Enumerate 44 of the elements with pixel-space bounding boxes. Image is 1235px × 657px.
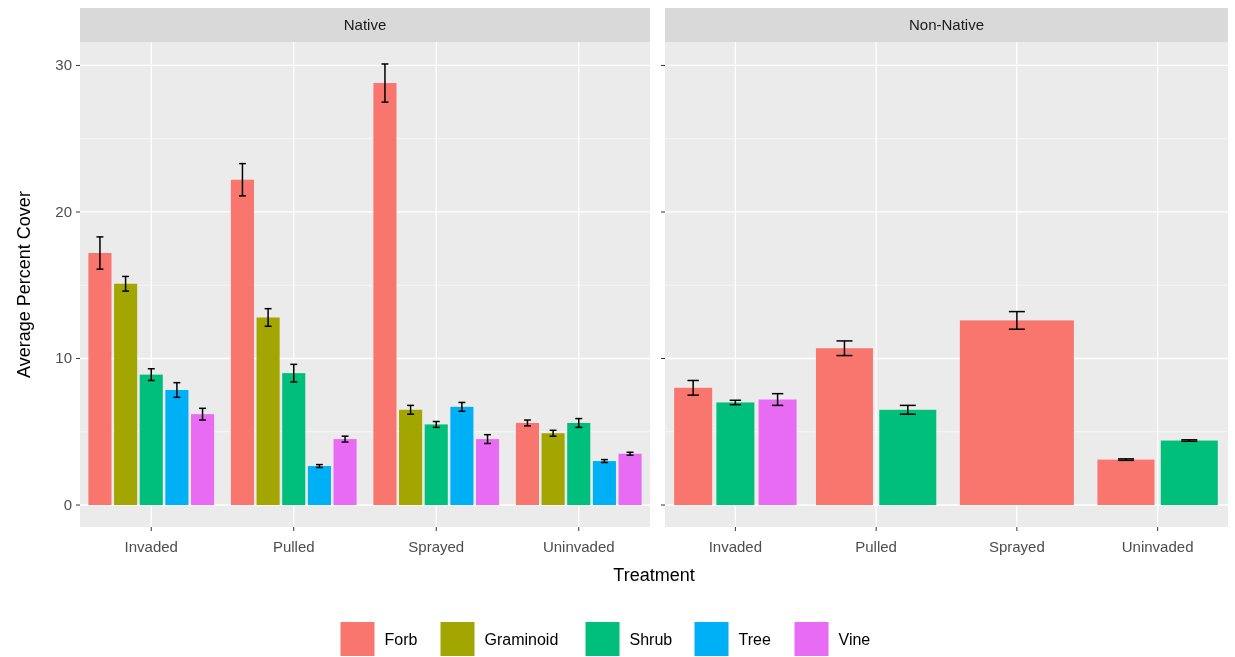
legend-label: Tree xyxy=(738,631,771,648)
bar xyxy=(515,422,539,506)
chart-title: Native xyxy=(343,16,387,33)
legend-label: Graminoid xyxy=(484,631,559,648)
y-axis-title: Average Percent Cover xyxy=(14,191,34,378)
x-tick-label: Uninvaded xyxy=(542,538,615,555)
bar xyxy=(567,422,591,506)
bar xyxy=(815,348,873,506)
x-tick-label: Pulled xyxy=(855,538,897,555)
bar xyxy=(165,390,189,506)
x-tick-label: Invaded xyxy=(124,538,178,555)
legend-label: Shrub xyxy=(629,631,673,648)
y-tick-label: 10 xyxy=(55,349,72,367)
bar xyxy=(450,406,474,506)
x-tick-label: Invaded xyxy=(708,538,763,555)
x-tick-label: Uninvaded xyxy=(1121,538,1194,555)
bar xyxy=(333,439,357,506)
bar xyxy=(476,439,500,506)
bar xyxy=(758,399,797,506)
bar xyxy=(114,283,138,506)
bar xyxy=(592,461,616,506)
x-tick-label: Pulled xyxy=(272,538,315,555)
bar xyxy=(541,433,565,506)
bar xyxy=(230,179,254,506)
x-axis-title: Treatment xyxy=(613,565,695,585)
bar xyxy=(307,466,331,506)
bar xyxy=(399,409,423,506)
y-tick-label: 30 xyxy=(55,56,72,74)
bar xyxy=(256,317,280,506)
bar xyxy=(88,253,112,506)
bar xyxy=(191,414,215,506)
bar xyxy=(139,374,163,506)
x-tick-label: Sprayed xyxy=(408,538,465,555)
bar xyxy=(282,373,306,506)
x-tick-label: Sprayed xyxy=(988,538,1045,555)
bar xyxy=(373,83,397,506)
bar xyxy=(1160,440,1218,506)
legend-label: Vine xyxy=(838,631,871,648)
legend-label: Forb xyxy=(384,631,418,648)
y-tick-label: 20 xyxy=(55,202,72,220)
y-tick-label: 0 xyxy=(63,496,72,514)
bar xyxy=(424,424,448,506)
chart-title: Non-Native xyxy=(908,16,985,33)
bar xyxy=(618,453,642,506)
